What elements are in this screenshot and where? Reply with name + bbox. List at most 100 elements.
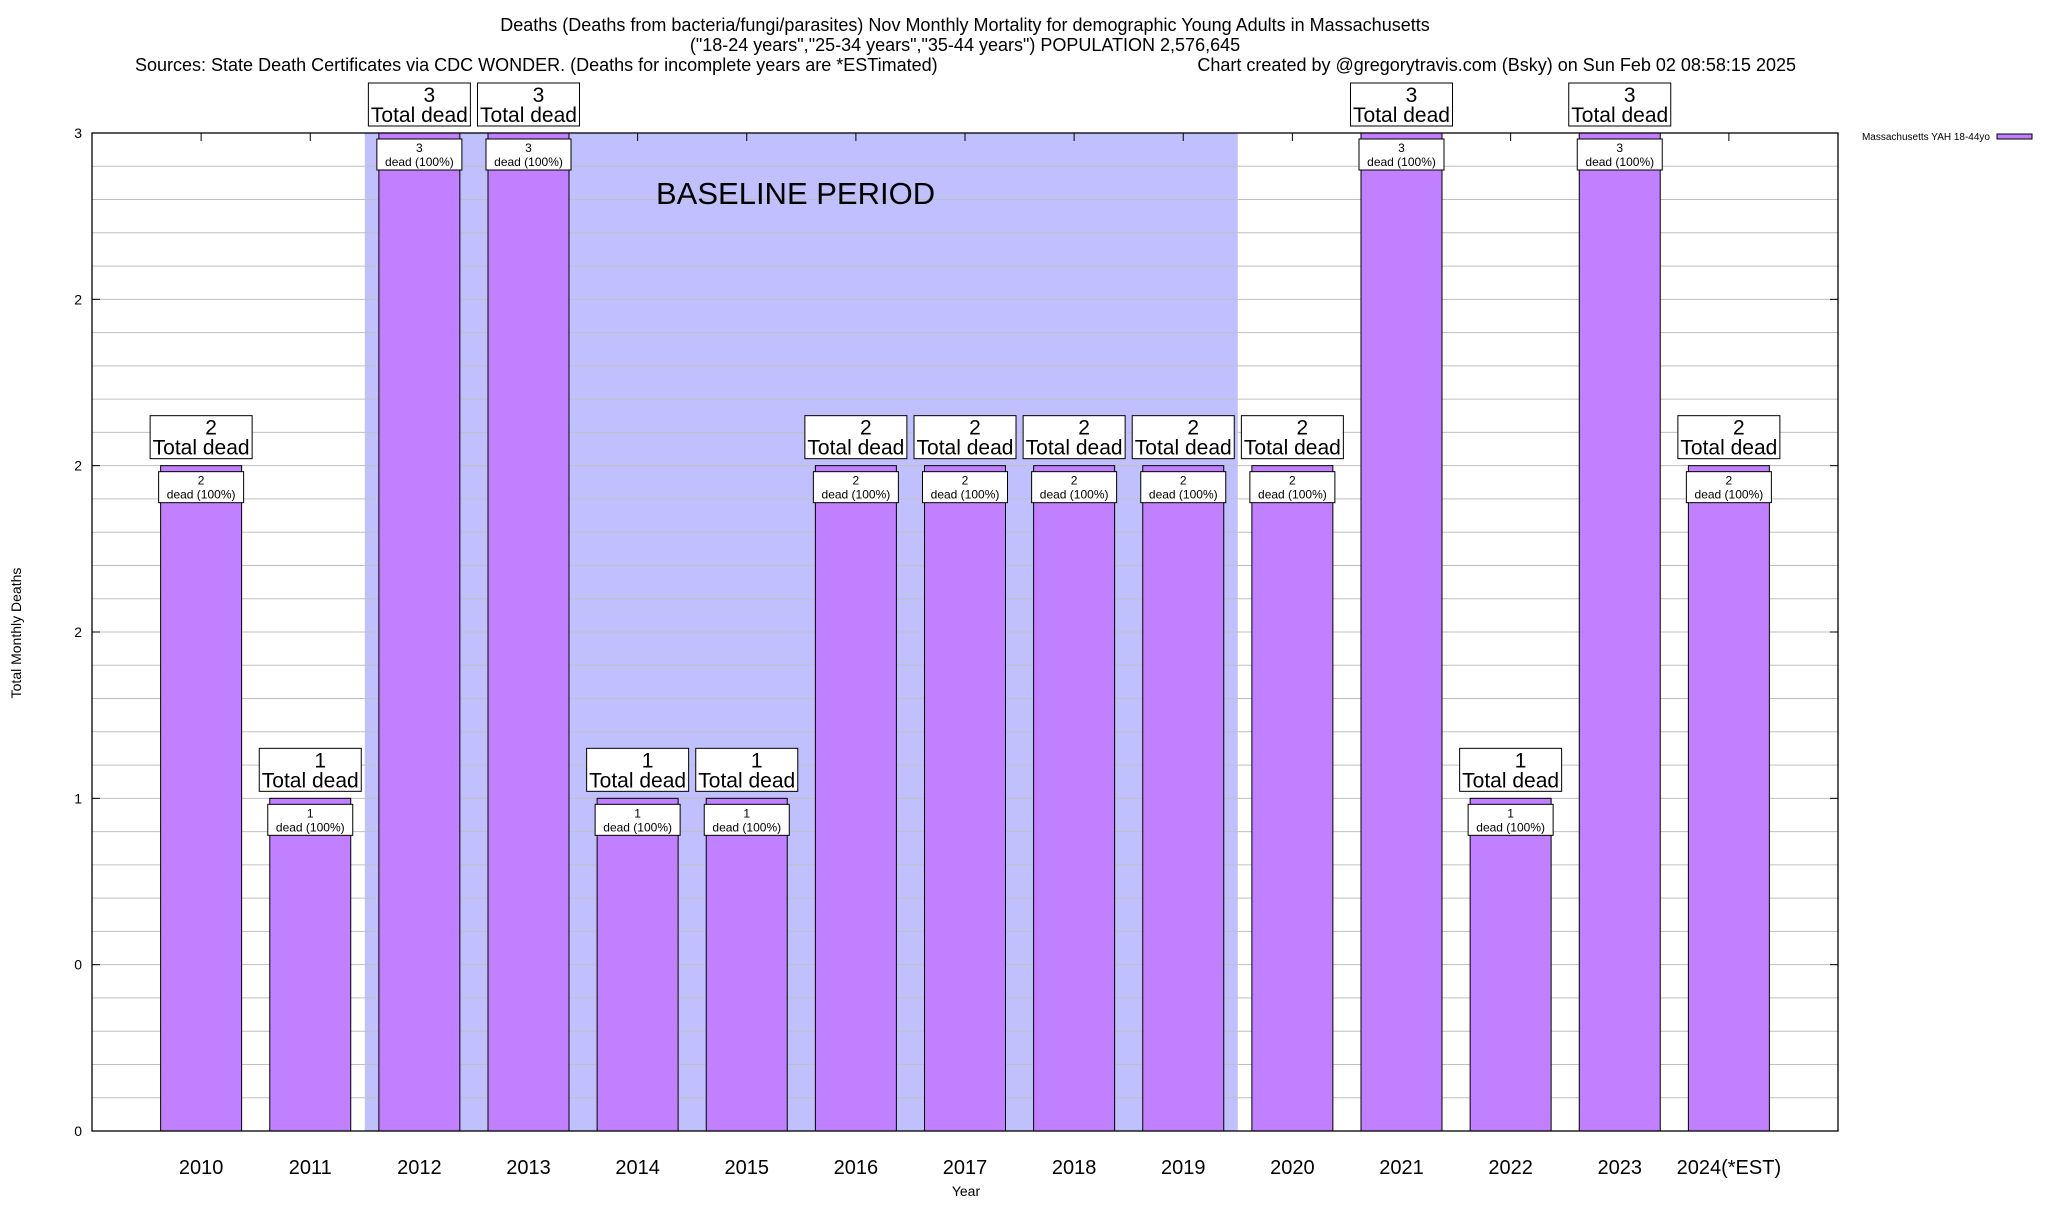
inner-label-text: dead (100%) bbox=[1585, 155, 1654, 169]
plot-frame bbox=[91, 132, 1839, 1132]
bar-2014 bbox=[596, 797, 679, 1132]
y-tick-label: 3 bbox=[74, 125, 82, 141]
x-tick-label: 2013 bbox=[506, 1157, 551, 1179]
inner-label-box bbox=[1576, 138, 1663, 171]
inner-label-text: dead (100%) bbox=[385, 155, 454, 169]
total-label-box bbox=[586, 747, 690, 792]
inner-label-text: dead (100%) bbox=[603, 820, 672, 834]
inner-label-value: 2 bbox=[198, 474, 205, 488]
total-label-value: 2 bbox=[860, 417, 872, 440]
total-label-text: Total dead bbox=[262, 769, 359, 792]
total-label-box bbox=[1459, 747, 1563, 792]
inner-label-text: dead (100%) bbox=[1367, 155, 1436, 169]
x-tick-label: 2021 bbox=[1379, 1157, 1424, 1179]
bar-2011 bbox=[269, 797, 352, 1132]
inner-label-box bbox=[267, 803, 354, 836]
total-label-text: Total dead bbox=[807, 437, 904, 460]
y-tick-label: 2 bbox=[74, 624, 82, 640]
y-tick-label: 0 bbox=[74, 957, 82, 973]
inner-label-value: 1 bbox=[634, 806, 641, 820]
total-label-value: 3 bbox=[1624, 84, 1636, 107]
inner-label-text: dead (100%) bbox=[822, 488, 891, 502]
total-label-text: Total dead bbox=[1680, 437, 1777, 460]
x-tick-label: 2018 bbox=[1052, 1157, 1097, 1179]
y-tick-label: 0 bbox=[74, 1123, 82, 1139]
total-label-box bbox=[1568, 82, 1672, 127]
total-label-box bbox=[695, 747, 799, 792]
x-tick-label: 2022 bbox=[1488, 1157, 1533, 1179]
inner-label-text: dead (100%) bbox=[1040, 488, 1109, 502]
inner-label-value: 3 bbox=[525, 141, 532, 155]
inner-label-box bbox=[922, 471, 1008, 504]
inner-label-value: 3 bbox=[416, 141, 423, 155]
inner-label-box bbox=[158, 471, 245, 504]
bar-2024(*EST) bbox=[1687, 465, 1770, 1132]
bar-2012 bbox=[378, 132, 461, 1132]
x-tick-label: 2019 bbox=[1161, 1157, 1206, 1179]
x-tick-label: 2010 bbox=[179, 1157, 224, 1179]
bar-2020 bbox=[1251, 465, 1334, 1132]
total-label-value: 1 bbox=[1515, 749, 1527, 772]
total-label-box bbox=[149, 415, 253, 460]
bar-2019 bbox=[1142, 465, 1225, 1132]
chart-credit: Chart created by @gregorytravis.com (Bsk… bbox=[1197, 55, 1796, 75]
chart-title-line-2: ("18-24 years","25-34 years","35-44 year… bbox=[690, 35, 1240, 55]
total-label-value: 1 bbox=[751, 749, 763, 772]
total-label-value: 2 bbox=[1733, 417, 1745, 440]
total-label-text: Total dead bbox=[1353, 104, 1450, 127]
total-label-text: Total dead bbox=[153, 437, 250, 460]
inner-label-value: 2 bbox=[1180, 474, 1187, 488]
total-label-text: Total dead bbox=[1135, 437, 1232, 460]
x-tick-label: 2011 bbox=[289, 1157, 332, 1179]
chart-sources: Sources: State Death Certificates via CD… bbox=[135, 55, 938, 75]
inner-label-value: 2 bbox=[1071, 474, 1078, 488]
total-label-text: Total dead bbox=[698, 769, 795, 792]
x-tick-label: 2012 bbox=[397, 1157, 442, 1179]
total-label-value: 2 bbox=[205, 417, 217, 440]
total-label-value: 2 bbox=[1187, 417, 1199, 440]
total-label-box bbox=[367, 82, 471, 127]
total-label-value: 2 bbox=[969, 417, 981, 440]
total-label-text: Total dead bbox=[1571, 104, 1668, 127]
inner-label-value: 2 bbox=[962, 474, 969, 488]
bar-2015 bbox=[705, 797, 788, 1132]
x-axis-title: Year bbox=[952, 1183, 981, 1199]
inner-label-text: dead (100%) bbox=[494, 155, 563, 169]
inner-label-text: dead (100%) bbox=[167, 488, 236, 502]
bar-2022 bbox=[1469, 797, 1552, 1132]
total-label-text: Total dead bbox=[1462, 769, 1559, 792]
inner-label-value: 1 bbox=[743, 806, 750, 820]
total-label-value: 1 bbox=[642, 749, 654, 772]
inner-label-value: 2 bbox=[853, 474, 860, 488]
inner-label-box bbox=[1031, 471, 1118, 504]
inner-label-box bbox=[703, 803, 790, 836]
total-label-value: 2 bbox=[1078, 417, 1090, 440]
x-tick-label: 2020 bbox=[1270, 1157, 1315, 1179]
x-tick-label: 2024(*EST) bbox=[1677, 1157, 1782, 1179]
total-label-value: 3 bbox=[1406, 84, 1418, 107]
x-tick-label: 2016 bbox=[834, 1157, 879, 1179]
total-label-box bbox=[477, 82, 580, 127]
inner-label-box bbox=[1685, 471, 1772, 504]
inner-label-box bbox=[485, 138, 572, 171]
legend: Massachusetts YAH 18-44yo bbox=[1862, 132, 2033, 143]
total-label-box bbox=[1022, 415, 1126, 460]
inner-label-value: 1 bbox=[1507, 806, 1514, 820]
total-label-box bbox=[1677, 415, 1781, 460]
total-label-box bbox=[1350, 82, 1453, 127]
total-label-box bbox=[804, 415, 908, 460]
inner-label-value: 2 bbox=[1726, 474, 1733, 488]
inner-label-box bbox=[812, 471, 899, 504]
total-label-box bbox=[1240, 415, 1344, 460]
inner-label-text: dead (100%) bbox=[1695, 488, 1764, 502]
inner-label-value: 3 bbox=[1398, 141, 1405, 155]
x-tick-label: 2023 bbox=[1598, 1157, 1643, 1179]
y-tick-label: 1 bbox=[74, 790, 82, 806]
total-label-box bbox=[1131, 415, 1235, 460]
inner-label-text: dead (100%) bbox=[1258, 488, 1327, 502]
inner-label-text: dead (100%) bbox=[931, 488, 1000, 502]
total-label-box bbox=[258, 747, 362, 792]
inner-label-box bbox=[594, 803, 681, 836]
legend-swatch bbox=[1996, 133, 2033, 140]
